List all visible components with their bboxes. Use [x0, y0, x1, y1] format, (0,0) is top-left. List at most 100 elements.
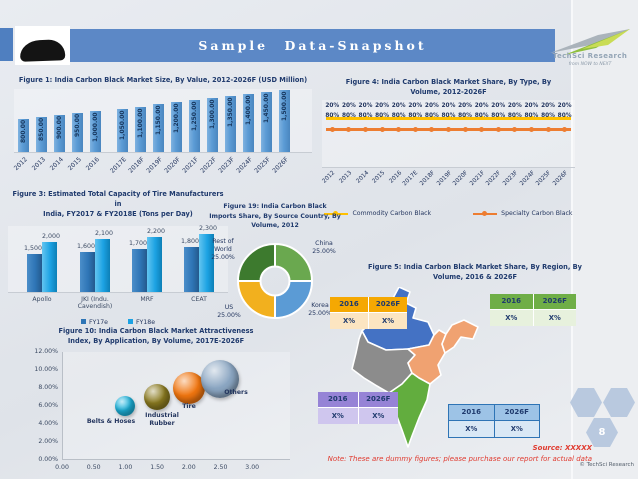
figure3-x-axis-labels: Apollo JKI (Indu. Cavendish) MRF CEAT [8, 293, 228, 315]
table-header-cell: 2026F [358, 392, 398, 407]
figure10-title-line1: Figure 10: India Carbon Black Market Att… [58, 327, 254, 335]
page-number: 8 [598, 427, 606, 438]
figure4-title-line2: Volume, 2012-2026F [410, 88, 487, 97]
specialty-line-marker-icon [473, 211, 498, 217]
map-region-east [407, 329, 447, 385]
figure4-title-line1: Figure 4: India Carbon Black Market Shar… [345, 78, 552, 86]
bar-value-label: 1,500.00 [281, 91, 288, 121]
x-axis-label: 2.50 [213, 464, 228, 471]
india-map [351, 287, 479, 448]
figure10-title-line2: Index, By Application, By Volume, 2017E-… [67, 337, 245, 346]
bar-2024F: 1,400.00 [243, 94, 254, 153]
bar-value-label: 2,300 [198, 224, 218, 232]
bar-2014: 900.00 [54, 115, 65, 153]
y-axis-label: 12.00% [34, 348, 58, 355]
bar-2018F: 1,100.00 [135, 107, 146, 153]
bar-value-label: 1,300.00 [209, 99, 216, 129]
table-header-cell: 2016 [318, 392, 358, 407]
bar-fy18e-2 [147, 236, 162, 292]
logo-tagline: from NOW to NEXT [568, 62, 612, 67]
y-axis-label: 4.00% [38, 420, 58, 427]
data-labels-commodity: 80% 80% 80% 80% 80% 80% 80% 80% 80% 80% 80% 80% 80% 8… [325, 113, 572, 120]
figure1-bar-chart: Figure 1: India Carbon Black Market Size… [12, 75, 312, 179]
logo-name: TechSci Research [552, 52, 628, 60]
commodity-line [326, 117, 571, 120]
figure10-bubble-chart: Figure 10: India Carbon Black Market Att… [10, 326, 302, 476]
bar-fy18e-0 [42, 241, 57, 292]
y-axis-label: 6.00% [38, 402, 58, 409]
figure1-plot-area: 800.00 850.00 900.00 950.00 1,000.00 1,050.00… [14, 89, 312, 154]
bar-2025F: 1,450.00 [261, 92, 272, 153]
slice-label-korea: Korea 25.00% [308, 302, 332, 318]
slice-label-china: China 25.00% [312, 240, 336, 256]
page-number-badge: 8 [570, 386, 636, 464]
table-value-cell: X% [494, 421, 539, 437]
figure4-legend: Commodity Carbon Black Specialty Carbon … [322, 210, 575, 217]
bar-value-label: 2,100 [94, 229, 114, 237]
x-axis-label: JKI (Indu. Cavendish) [77, 295, 113, 311]
bar-2021F: 1,250.00 [189, 100, 200, 153]
bubble-label: Others [224, 389, 248, 396]
figure4-x-axis-labels: 2012 2013 2014 2015 2016 2017E 2018F 2019F 2020F… [322, 168, 575, 196]
x-axis-label: 3.00 [245, 464, 260, 471]
map-region-northeast [441, 319, 479, 354]
bubble-label: Belts & Hoses [86, 418, 136, 425]
fy17e-swatch-icon [80, 318, 86, 324]
bar-value-label: 2,000 [41, 232, 61, 240]
table-value-cell: X% [533, 310, 576, 326]
figure19-title-line1: Figure 19: India Carbon Black [223, 203, 327, 210]
bar-2015: 950.00 [72, 113, 83, 153]
x-axis-label: 0.00 [55, 464, 69, 471]
copyright-text: © TechSci Research [579, 462, 634, 468]
figure3-legend: FY17e FY18e [8, 318, 228, 326]
specialty-line [326, 128, 571, 131]
bar-value-label: 1,200.00 [173, 103, 180, 133]
bar-fy18e-1 [95, 238, 110, 292]
figure3-title-line2: India, FY2017 & FY2018E (Tons per Day) [43, 210, 193, 219]
bar-fy17e-0 [27, 253, 42, 292]
bar-fy17e-3 [184, 246, 199, 292]
bar-value-label: 1,000.00 [92, 112, 99, 142]
table-header-cell: 2016 [490, 294, 533, 309]
bar-fy17e-1 [80, 251, 95, 292]
data-labels-specialty: 20% 20% 20% 20% 20% 20% 20% 20% 20% 20% 20% 20% 20% 2… [325, 103, 572, 110]
bubble-label: Industrial Rubber [145, 412, 179, 427]
figure3-plot-area: 1,500 2,000 1,600 2,100 1,700 2,200 1,800 2,300 [8, 224, 228, 293]
bar-value-label: 1,350.00 [227, 97, 234, 127]
page-title: Sample Data-Snapshot [70, 29, 555, 62]
logo-arrow-icon [550, 29, 630, 55]
figure5-title: Figure 5: India Carbon Black Market Shar… [367, 263, 582, 282]
x-axis-label: MRF [140, 295, 154, 303]
bar-fy18e-3 [199, 233, 214, 292]
figure19-title-line3: Volume, 2012 [251, 222, 299, 230]
region-table-bottom-center: 2016 2026F X% X% [448, 404, 540, 438]
bubble-belts-hoses [115, 396, 136, 416]
bubble-label: Tire [182, 403, 196, 410]
bar-fy17e-2 [132, 248, 147, 292]
bar-2017E: 1,050.00 [117, 109, 128, 153]
bar-value-label: 950.00 [74, 114, 81, 138]
source-text: Source: XXXXX [532, 444, 592, 452]
hexagon-icon [603, 388, 635, 417]
bar-value-label: 1,400.00 [245, 95, 252, 125]
table-value-cell: X% [369, 313, 407, 329]
carbon-black-powder-image [15, 26, 70, 65]
bar-2013: 850.00 [36, 117, 47, 153]
map-region-south [388, 372, 431, 448]
legend-item-fy17e: FY17e [80, 318, 108, 326]
bar-value-label: 1,450.00 [263, 93, 270, 123]
bubble-others [201, 360, 240, 398]
figure19-title-line2: Imports Share, By Source Country, By [209, 212, 341, 220]
table-value-cell: X% [330, 313, 368, 329]
y-axis-label: 8.00% [38, 384, 58, 391]
bar-value-label: 1,050.00 [119, 110, 126, 140]
legend-item-specialty: Specialty Carbon Black [473, 210, 573, 217]
bubble-tire [172, 372, 205, 404]
x-axis-label: 2.00 [181, 464, 196, 471]
bar-value-label: 1,800 [180, 237, 200, 245]
y-axis-label: 0.00% [38, 456, 58, 463]
bubble-industrial-rubber [144, 384, 170, 410]
legend-item-commodity: Commodity Carbon Black [324, 210, 431, 217]
slice-label-us: US 25.00% [217, 304, 241, 320]
